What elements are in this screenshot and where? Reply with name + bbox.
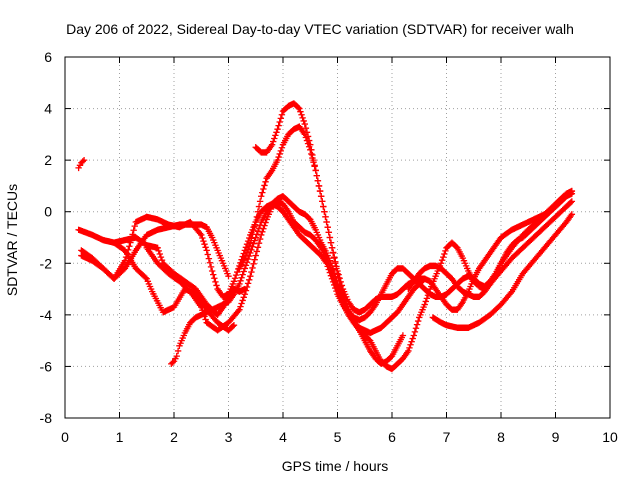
x-tick-label: 3	[225, 429, 233, 445]
x-tick-label: 2	[170, 429, 178, 445]
series-arc-d	[78, 213, 238, 301]
y-tick-labels: -8 -6 -4 -2 0 2 4 6	[40, 49, 53, 426]
y-axis-label: SDTVAR / TECUs	[4, 184, 20, 296]
plus-markers	[168, 187, 576, 373]
y-tick-label: 2	[44, 152, 52, 168]
x-tick-label: 10	[602, 429, 618, 445]
plus-markers	[78, 221, 232, 282]
series-arc-c	[78, 221, 232, 282]
series-arc-k	[429, 211, 576, 331]
y-tick-label: -4	[40, 307, 53, 323]
y-tick-label: -8	[40, 410, 53, 426]
data-marks	[75, 100, 576, 373]
plus-markers	[75, 156, 88, 172]
plus-markers	[236, 123, 407, 368]
x-tick-label: 1	[116, 429, 124, 445]
x-tick-label: 6	[388, 429, 396, 445]
plus-markers	[78, 213, 238, 301]
x-tick-label: 5	[334, 429, 342, 445]
plus-markers	[429, 211, 576, 331]
plus-markers	[405, 198, 576, 301]
series-arc-l	[405, 198, 576, 301]
series-arc-j	[236, 123, 407, 368]
x-tick-label: 9	[552, 429, 560, 445]
y-tick-label: -6	[40, 358, 53, 374]
x-tick-label: 4	[279, 429, 287, 445]
series-arc-g	[168, 187, 576, 373]
x-tick-label: 7	[443, 429, 451, 445]
y-tick-label: 0	[44, 204, 52, 220]
y-tick-label: 4	[44, 101, 52, 117]
x-tick-label: 8	[497, 429, 505, 445]
x-axis-label: GPS time / hours	[282, 458, 389, 474]
y-tick-label: -2	[40, 255, 53, 271]
chart-title: Day 206 of 2022, Sidereal Day-to-day VTE…	[66, 21, 574, 37]
x-tick-label: 0	[61, 429, 69, 445]
series-arc-a	[75, 156, 88, 172]
x-tick-labels: 0 1 2 3 4 5 6 7 8 9 10	[61, 429, 618, 445]
y-tick-label: 6	[44, 49, 52, 65]
axis-ticks	[64, 56, 611, 419]
